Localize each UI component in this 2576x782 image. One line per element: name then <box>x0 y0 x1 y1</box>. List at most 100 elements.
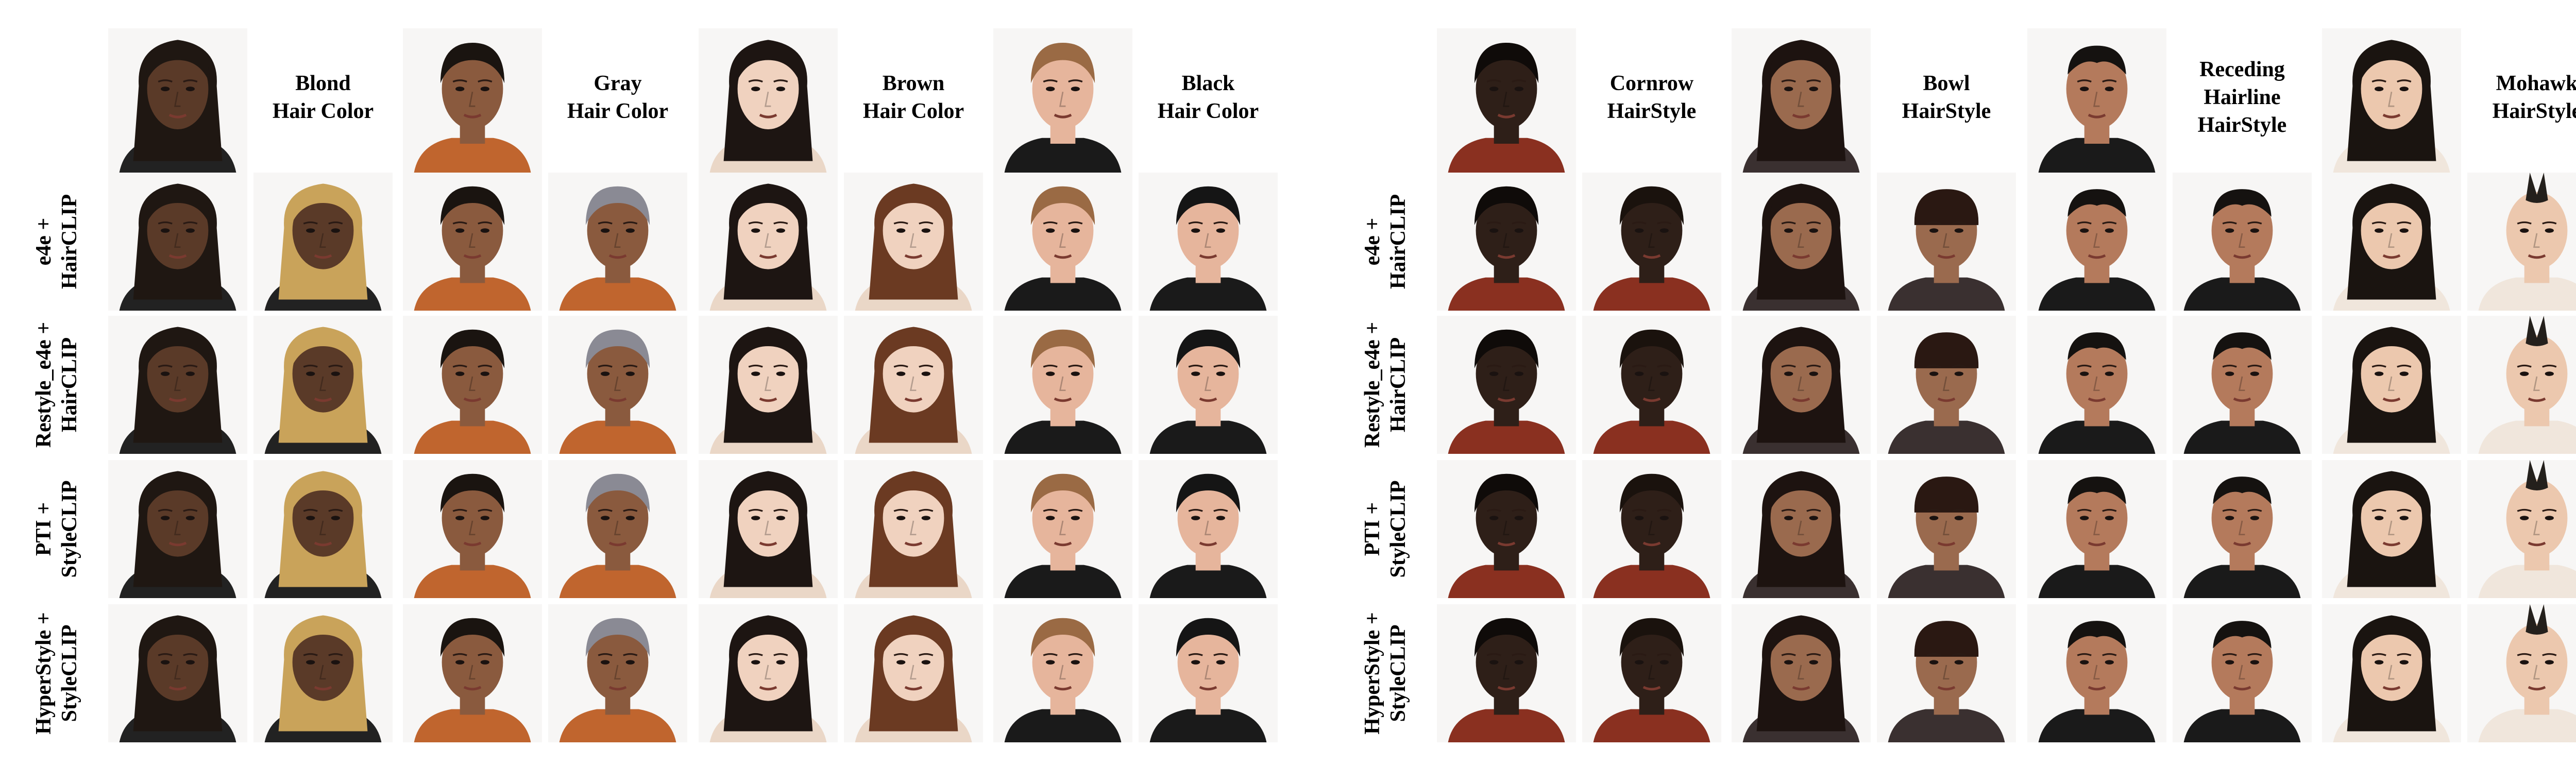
input-face-image <box>699 28 838 173</box>
target-attribute-label: Bowl HairStyle <box>1902 72 1991 123</box>
face-portrait <box>699 173 838 311</box>
face-portrait <box>993 173 1132 311</box>
inversion-face-image <box>2322 316 2461 454</box>
edited-face-image <box>2173 173 2312 311</box>
face-portrait <box>2322 316 2461 454</box>
inversion-face-image <box>108 604 247 742</box>
method-row-label: HyperStyle + StyleCLIP <box>32 612 81 735</box>
target-attribute-label: Mohawk HairStyle <box>2492 72 2576 123</box>
hair-color-panel: Blond Hair Color Gray Hair Color Brown Hai… <box>32 28 1278 742</box>
edited-face-image <box>548 316 687 454</box>
target-attribute-label: Gray Hair Color <box>567 72 669 123</box>
face-portrait <box>108 604 247 742</box>
face-portrait <box>1877 173 2016 311</box>
input-face-image <box>2322 28 2461 173</box>
inversion-face-image <box>993 604 1132 742</box>
face-portrait <box>253 460 393 598</box>
inversion-face-image <box>1732 316 1871 454</box>
face-portrait <box>403 28 542 173</box>
face-portrait <box>548 316 687 454</box>
face-portrait <box>844 173 983 311</box>
inversion-face-image <box>2027 316 2166 454</box>
face-portrait <box>108 460 247 598</box>
face-portrait <box>253 604 393 742</box>
target-attribute-label: Cornrow HairStyle <box>1607 72 1697 123</box>
edited-face-image <box>2467 173 2576 311</box>
inversion-face-image <box>2322 460 2461 598</box>
edited-face-image <box>2173 460 2312 598</box>
inversion-face-image <box>108 460 247 598</box>
edited-face-image <box>1877 316 2016 454</box>
edited-face-image <box>548 173 687 311</box>
input-face-image <box>2027 28 2166 173</box>
face-portrait <box>993 460 1132 598</box>
face-portrait <box>1732 604 1871 742</box>
face-portrait <box>2467 316 2576 454</box>
inversion-face-image <box>993 460 1132 598</box>
face-portrait <box>699 316 838 454</box>
inversion-face-image <box>1437 173 1576 311</box>
face-portrait <box>2173 316 2312 454</box>
face-portrait <box>108 173 247 311</box>
edited-face-image <box>548 604 687 742</box>
face-portrait <box>993 604 1132 742</box>
inversion-face-image <box>2027 604 2166 742</box>
face-portrait <box>844 604 983 742</box>
edited-face-image <box>253 316 393 454</box>
face-portrait <box>548 460 687 598</box>
face-portrait <box>1877 460 2016 598</box>
edited-face-image <box>1877 173 2016 311</box>
face-portrait <box>1437 173 1576 311</box>
face-portrait <box>2027 173 2166 311</box>
face-portrait <box>253 316 393 454</box>
face-portrait <box>1732 316 1871 454</box>
face-portrait <box>1139 604 1278 742</box>
edited-face-image <box>253 460 393 598</box>
edited-face-image <box>1139 460 1278 598</box>
input-face-image <box>1732 28 1871 173</box>
face-portrait <box>403 604 542 742</box>
method-row-label: e4e + HairCLIP <box>32 194 81 290</box>
edited-face-image <box>1877 460 2016 598</box>
method-row-label: Restyle_e4e + HairCLIP <box>32 321 81 448</box>
edited-face-image <box>844 604 983 742</box>
face-portrait <box>2467 460 2576 598</box>
inversion-face-image <box>1437 316 1576 454</box>
face-portrait <box>2173 173 2312 311</box>
face-portrait <box>1877 316 2016 454</box>
face-portrait <box>1732 28 1871 173</box>
input-face-image <box>403 28 542 173</box>
edited-face-image <box>253 173 393 311</box>
inversion-face-image <box>1437 604 1576 742</box>
face-portrait <box>2467 173 2576 311</box>
face-portrait <box>699 28 838 173</box>
face-portrait <box>844 460 983 598</box>
edited-face-image <box>2173 604 2312 742</box>
face-portrait <box>1582 460 1721 598</box>
inversion-face-image <box>403 604 542 742</box>
face-portrait <box>2322 460 2461 598</box>
face-portrait <box>253 173 393 311</box>
inversion-face-image <box>108 173 247 311</box>
face-portrait <box>548 173 687 311</box>
inversion-face-image <box>2322 604 2461 742</box>
edited-face-image <box>1139 173 1278 311</box>
edited-face-image <box>844 173 983 311</box>
edited-face-image <box>1582 460 1721 598</box>
face-portrait <box>108 28 247 173</box>
target-attribute-label: Brown Hair Color <box>862 72 964 123</box>
edited-face-image <box>253 604 393 742</box>
face-portrait <box>2027 460 2166 598</box>
face-portrait <box>1437 460 1576 598</box>
input-face-image <box>993 28 1132 173</box>
target-attribute-label: Receding Hairline HairStyle <box>2197 58 2287 137</box>
face-portrait <box>1437 604 1576 742</box>
edited-face-image <box>2467 460 2576 598</box>
inversion-face-image <box>1732 173 1871 311</box>
face-portrait <box>993 316 1132 454</box>
inversion-face-image <box>1732 460 1871 598</box>
face-portrait <box>1437 28 1576 173</box>
face-portrait <box>699 460 838 598</box>
face-portrait <box>1437 316 1576 454</box>
face-portrait <box>1732 173 1871 311</box>
